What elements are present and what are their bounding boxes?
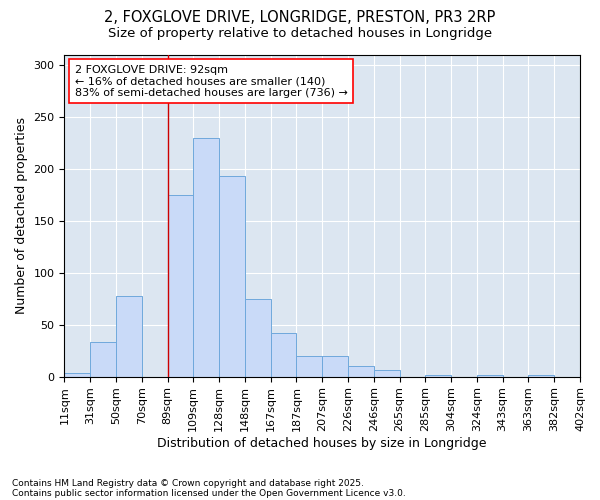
- Bar: [64, 372, 90, 376]
- Bar: [271, 333, 296, 376]
- X-axis label: Distribution of detached houses by size in Longridge: Distribution of detached houses by size …: [157, 437, 487, 450]
- Text: 2 FOXGLOVE DRIVE: 92sqm
← 16% of detached houses are smaller (140)
83% of semi-d: 2 FOXGLOVE DRIVE: 92sqm ← 16% of detache…: [75, 64, 347, 98]
- Text: 2, FOXGLOVE DRIVE, LONGRIDGE, PRESTON, PR3 2RP: 2, FOXGLOVE DRIVE, LONGRIDGE, PRESTON, P…: [104, 10, 496, 25]
- Text: Contains HM Land Registry data © Crown copyright and database right 2025.: Contains HM Land Registry data © Crown c…: [12, 478, 364, 488]
- Bar: [193, 138, 219, 376]
- Bar: [219, 176, 245, 376]
- Bar: [425, 374, 451, 376]
- Bar: [477, 374, 503, 376]
- Bar: [167, 195, 193, 376]
- Bar: [374, 370, 400, 376]
- Y-axis label: Number of detached properties: Number of detached properties: [15, 118, 28, 314]
- Text: Size of property relative to detached houses in Longridge: Size of property relative to detached ho…: [108, 28, 492, 40]
- Bar: [348, 366, 374, 376]
- Bar: [296, 356, 322, 376]
- Bar: [90, 342, 116, 376]
- Bar: [245, 299, 271, 376]
- Bar: [322, 356, 348, 376]
- Text: Contains public sector information licensed under the Open Government Licence v3: Contains public sector information licen…: [12, 488, 406, 498]
- Bar: [529, 374, 554, 376]
- Bar: [116, 296, 142, 376]
